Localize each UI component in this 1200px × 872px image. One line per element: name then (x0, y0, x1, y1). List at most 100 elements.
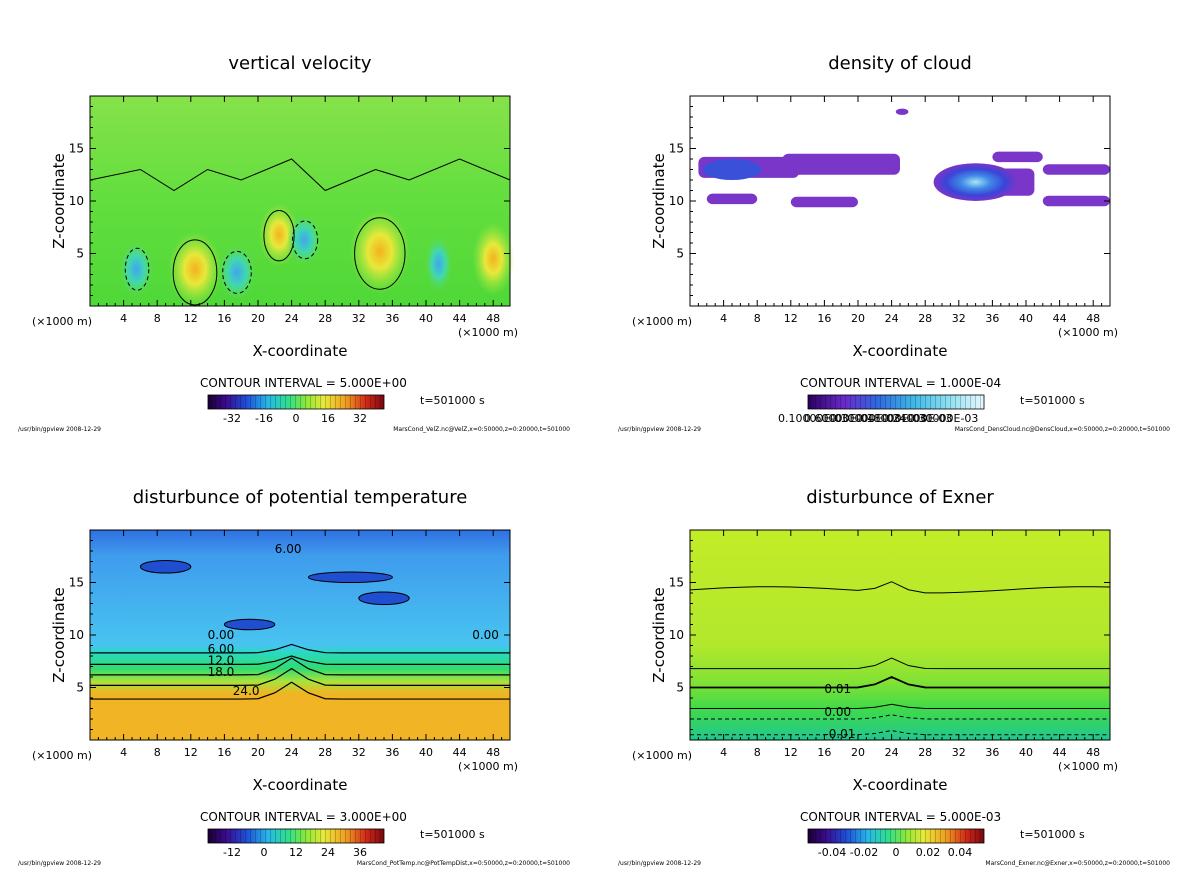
x-tick-label: 28 (918, 312, 932, 325)
contour-line-5 (690, 730, 1110, 736)
x-tick-label: 8 (754, 312, 761, 325)
contour-line-upper (89, 158, 511, 192)
x-tick-label: 24 (285, 746, 299, 759)
x-axis-label: X-coordinate (853, 342, 948, 360)
x-tick-label: 40 (419, 312, 433, 325)
x-tick-label: 24 (885, 312, 899, 325)
x-tick-label: 48 (1086, 746, 1100, 759)
y-tick-label: 10 (669, 628, 684, 642)
colorbar-tick-label: -12 (223, 846, 241, 859)
field-extremum-2 (349, 209, 411, 294)
colorbar-frame (207, 828, 385, 844)
x-tick-label: 16 (217, 312, 231, 325)
contour-label-1: 0.00 (824, 705, 851, 719)
x-tick-label: 40 (1019, 746, 1033, 759)
chart-panel-3: disturbunce of potential temperature 6.00… (18, 487, 570, 867)
colorbar-frame (807, 828, 985, 844)
y-axis-label: Z-coordinate (650, 587, 668, 682)
footer-right: MarsCond_VelZ.nc@VelZ,x=0:50000,z=0:2000… (393, 426, 570, 433)
colorbar-frame (807, 394, 985, 410)
x-unit-label-right: (×1000 m) (458, 760, 518, 773)
colorbar-tick-label: 0.30000E-03 (908, 412, 978, 425)
x-unit-label-right: (×1000 m) (458, 326, 518, 339)
contour-label-6: 0.00 (472, 628, 499, 642)
colorbar-tick-label: 16 (321, 412, 335, 425)
x-tick-label: 12 (184, 746, 198, 759)
contour-line-0 (90, 681, 510, 700)
x-unit-label-left: (×1000 m) (32, 315, 92, 328)
plot-features: 0.01 0.00 -0.01 (689, 581, 1111, 741)
contour-interval: CONTOUR INTERVAL = 3.000E+00 (200, 810, 407, 824)
x-tick-label: 48 (486, 746, 500, 759)
chart-title: density of cloud (828, 53, 972, 74)
y-tick-label: 5 (676, 247, 684, 261)
contour-label-1: 0.00 (208, 628, 235, 642)
x-tick-label: 36 (985, 746, 999, 759)
cold-pocket-2 (223, 618, 276, 631)
chart-title: disturbunce of potential temperature (133, 487, 468, 508)
cloud-region-3 (790, 196, 858, 208)
footer-right: MarsCond_PotTemp.nc@PotTempDist,x=0:5000… (357, 860, 570, 867)
contour-line-1 (90, 667, 510, 687)
x-unit-label-right: (×1000 m) (1058, 326, 1118, 339)
x-tick-label: 48 (486, 312, 500, 325)
colorbar-tick-label: 24 (321, 846, 335, 859)
x-tick-label: 24 (885, 746, 899, 759)
colorbar-tick-label: 0.18000E-03 (856, 412, 926, 425)
x-tick-label: 20 (251, 746, 265, 759)
x-tick-label: 36 (385, 746, 399, 759)
footer-right: MarsCond_DensCloud.nc@DensCloud,x=0:5000… (955, 426, 1170, 433)
y-tick-label: 5 (76, 681, 84, 695)
colorbar-tick-label: -0.02 (850, 846, 878, 859)
x-tick-label: 4 (720, 746, 727, 759)
x-tick-label: 44 (1053, 746, 1067, 759)
colorbar-frame (207, 394, 385, 410)
y-axis-label: Z-coordinate (50, 587, 68, 682)
x-tick-label: 36 (985, 312, 999, 325)
x-tick-label: 16 (217, 746, 231, 759)
colorbar-levels (808, 395, 984, 409)
cloud-region-8 (1042, 195, 1110, 207)
colorbar-tick-label: 0.60000E-04 (804, 412, 874, 425)
x-tick-label: 4 (120, 746, 127, 759)
x-tick-label: 16 (817, 312, 831, 325)
colorbar-tick-label: 0.04 (948, 846, 973, 859)
cold-pocket-0 (139, 559, 192, 574)
contour-interval: CONTOUR INTERVAL = 5.000E+00 (200, 376, 407, 390)
x-tick-label: 8 (154, 746, 161, 759)
x-tick-label: 32 (352, 746, 366, 759)
contour-line-4 (690, 714, 1110, 720)
colorbar-tick-label: 0 (293, 412, 300, 425)
y-tick-label: 10 (669, 194, 684, 208)
colorbar-tick-label: 0.10000E-03 (778, 412, 848, 425)
x-unit-label-left: (×1000 m) (632, 315, 692, 328)
field-extremum-0 (168, 231, 222, 308)
x-tick-label: 32 (952, 312, 966, 325)
chart-title: disturbunce of Exner (806, 487, 994, 508)
x-unit-label-left: (×1000 m) (632, 749, 692, 762)
contour-line-2 (90, 657, 510, 676)
y-axis-label: Z-coordinate (650, 153, 668, 248)
contour-label-4: 18.0 (208, 665, 235, 679)
cloud-core-west (702, 159, 762, 180)
plot-field (690, 530, 1110, 740)
contour-line-4 (222, 250, 252, 294)
cloud-region-2 (782, 153, 900, 175)
colorbar-tick-label: -32 (223, 412, 241, 425)
cloud-region-1 (706, 193, 758, 205)
colorbar-tick-label: -16 (255, 412, 273, 425)
footer-left: /usr/bin/gpview 2008-12-29 (618, 426, 701, 433)
field-extremum-5 (218, 245, 256, 300)
contour-line-2 (354, 217, 406, 290)
colorbar-levels (208, 395, 384, 409)
x-tick-label: 44 (453, 312, 467, 325)
contour-label-0: 6.00 (275, 542, 302, 556)
contour-line-0 (689, 581, 1111, 594)
cloud-region-6 (992, 151, 1043, 163)
time-stamp: t=501000 s (1020, 394, 1085, 407)
chart-title: vertical velocity (228, 53, 372, 74)
